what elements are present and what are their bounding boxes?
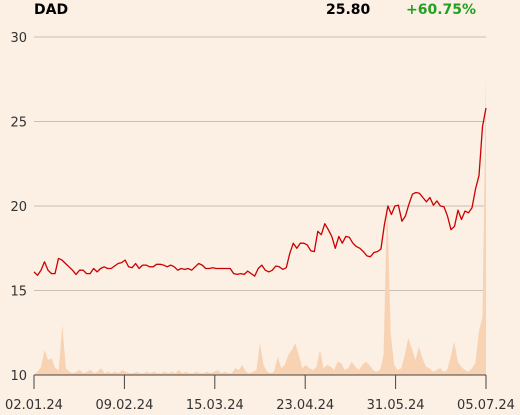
y-tick-label: 15 xyxy=(10,285,27,300)
y-tick-label: 25 xyxy=(10,116,27,131)
y-axis-labels: 10 15 20 25 30 xyxy=(10,31,27,384)
volume-area-path xyxy=(34,75,486,375)
y-tick-label: 30 xyxy=(10,31,27,46)
price-change: +60.75% xyxy=(406,2,477,18)
x-tick-label: 31.05.24 xyxy=(367,398,425,413)
price-line-layer xyxy=(33,107,487,277)
volume-area xyxy=(34,75,486,375)
x-axis xyxy=(33,374,487,389)
y-tick-label: 10 xyxy=(10,369,27,384)
last-price: 25.80 xyxy=(326,2,371,18)
x-tick-label: 23.04.24 xyxy=(276,398,334,413)
x-axis-labels: 02.01.24 09.02.24 15.03.24 23.04.24 31.05.24… xyxy=(5,398,515,413)
x-tick-label: 02.01.24 xyxy=(5,398,63,413)
chart-header: DAD 25.80 +60.75% xyxy=(0,0,520,22)
x-tick-label: 09.02.24 xyxy=(95,398,153,413)
price-line xyxy=(33,107,487,277)
x-tick-label: 15.03.24 xyxy=(186,398,244,413)
ticker-symbol: DAD xyxy=(34,2,69,18)
x-tick-label: 05.07.24 xyxy=(457,398,515,413)
y-tick-label: 20 xyxy=(10,200,27,215)
grid-lines xyxy=(34,36,486,376)
